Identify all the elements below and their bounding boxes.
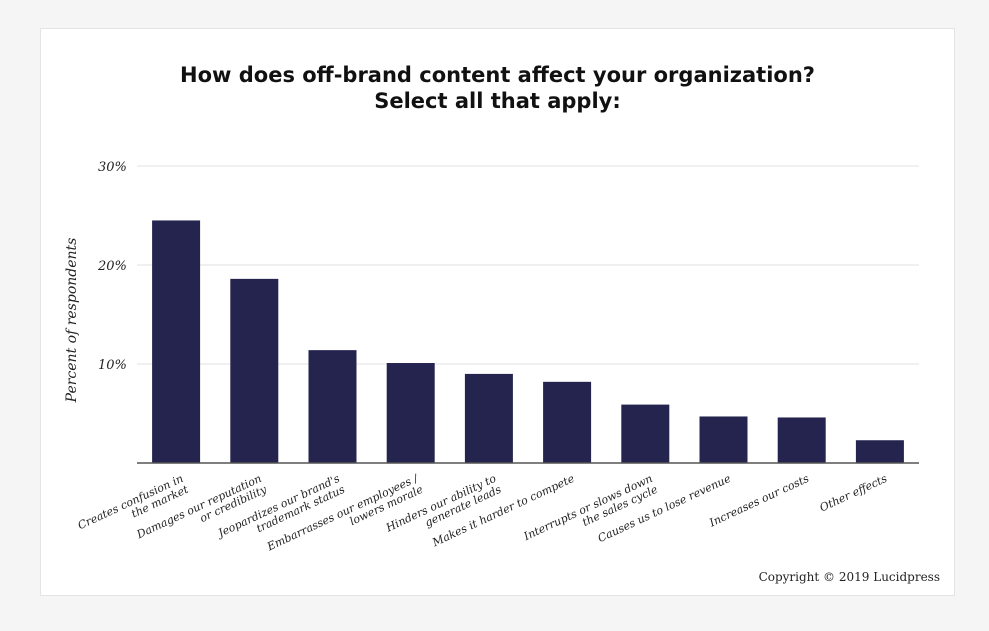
bar-chart: 10% 20% 30% Creates confusion inthe market… [64,160,919,554]
x-tick-label-line: Other effects [818,472,890,515]
chart-title: How does off-brand content affect your o… [41,62,954,114]
chart-title-line-1: How does off-brand content affect your o… [180,63,815,87]
y-tick-label: 20% [97,259,127,274]
bar [855,440,904,463]
y-tick-labels: 10% 20% 30% [97,160,127,373]
bar [699,416,748,463]
bar [777,417,826,463]
x-tick-label-line: Interrupts or slows down [521,472,655,544]
chart-card: How does off-brand content affect your o… [40,28,955,596]
bar [386,363,435,463]
bar-layer [152,220,904,463]
bar [230,278,279,463]
bar [464,373,513,463]
y-tick-label: 10% [98,358,127,373]
x-tick-label: Creates confusion inthe market [76,472,191,543]
bar [621,404,670,463]
bar [152,220,201,463]
chart-title-line-2: Select all that apply: [374,89,621,113]
y-tick-label: 30% [98,160,127,175]
x-tick-label: Other effects [818,472,890,515]
copyright-text: Copyright © 2019 Lucidpress [758,570,940,584]
bar [308,350,357,463]
y-axis-label: Percent of respondents [64,238,80,404]
bar [543,381,592,463]
